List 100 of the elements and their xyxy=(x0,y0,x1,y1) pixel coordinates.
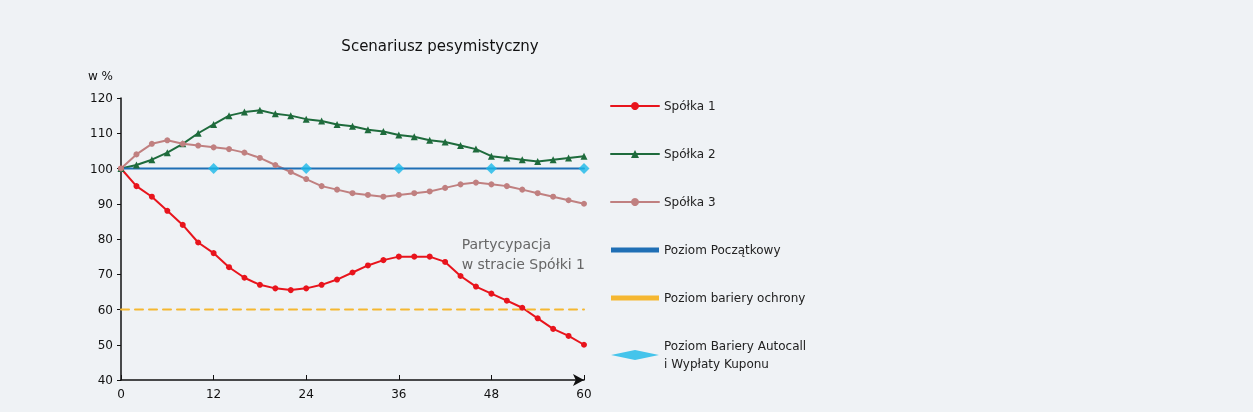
point xyxy=(287,287,294,294)
point xyxy=(457,142,465,150)
point xyxy=(472,283,479,290)
point xyxy=(485,163,497,174)
point xyxy=(395,131,403,139)
legend-label: Spółka 2 xyxy=(664,147,716,161)
point xyxy=(379,127,387,135)
y-tick-label: 40 xyxy=(97,373,113,387)
point xyxy=(488,181,495,188)
y-tick-label: 110 xyxy=(90,126,113,141)
point xyxy=(578,163,590,174)
x-tick-label: 0 xyxy=(117,387,125,401)
point xyxy=(256,281,263,288)
point xyxy=(550,193,557,200)
point xyxy=(240,108,248,116)
point xyxy=(487,152,495,160)
point xyxy=(210,144,217,151)
point xyxy=(395,253,402,260)
point xyxy=(148,156,156,164)
point xyxy=(318,281,325,288)
point xyxy=(195,142,202,149)
y-tick-label: 90 xyxy=(97,196,113,211)
point xyxy=(442,258,449,265)
x-tick-label: 24 xyxy=(298,387,314,401)
point xyxy=(225,112,233,120)
x-tick-label: 48 xyxy=(483,387,500,401)
point xyxy=(534,190,541,197)
point xyxy=(441,138,449,146)
point xyxy=(194,129,202,137)
point xyxy=(241,274,248,281)
point xyxy=(457,273,464,280)
point xyxy=(581,341,587,348)
point xyxy=(503,183,510,190)
point xyxy=(581,200,587,207)
point xyxy=(364,126,372,134)
point xyxy=(334,276,341,283)
legend-label: Poziom Bariery Autocall i Wypłaty Kuponu xyxy=(664,339,807,371)
point xyxy=(565,332,572,339)
point xyxy=(287,169,294,176)
point xyxy=(380,257,387,264)
point xyxy=(256,106,264,114)
point xyxy=(318,183,325,190)
point xyxy=(503,297,510,304)
y-axis-title: w % xyxy=(87,69,113,83)
point xyxy=(210,120,218,128)
point xyxy=(303,176,310,183)
legend-label: Poziom bariery ochrony xyxy=(664,291,806,305)
point xyxy=(210,250,217,257)
point xyxy=(411,190,418,197)
point xyxy=(226,146,233,153)
point xyxy=(148,140,155,147)
point xyxy=(534,157,542,165)
y-tick-label: 50 xyxy=(97,337,113,352)
point xyxy=(472,145,480,153)
point xyxy=(395,191,402,198)
point xyxy=(241,149,248,156)
point xyxy=(133,151,140,158)
point xyxy=(519,186,526,193)
point xyxy=(426,253,433,260)
point xyxy=(549,156,557,164)
y-tick-label: 70 xyxy=(97,267,113,282)
point xyxy=(303,285,310,292)
point xyxy=(349,269,356,276)
point xyxy=(364,191,371,198)
x-tick-label: 12 xyxy=(205,387,222,401)
point xyxy=(133,183,140,190)
y-tick-label: 100 xyxy=(90,161,113,176)
x-tick-label: 60 xyxy=(576,387,592,401)
y-tick-label: 80 xyxy=(97,232,113,246)
point xyxy=(565,197,572,204)
annotation: Partycypacja w stracie Spółki 1 xyxy=(461,236,585,272)
point xyxy=(534,315,541,322)
point xyxy=(550,325,557,332)
point xyxy=(334,186,341,193)
point xyxy=(472,179,479,186)
point xyxy=(442,184,449,191)
point xyxy=(380,193,387,200)
point xyxy=(164,207,171,214)
point xyxy=(411,253,418,260)
point xyxy=(333,120,341,128)
y-tick-label: 120 xyxy=(90,91,113,105)
point xyxy=(426,188,433,195)
legend-label: Spółka 1 xyxy=(664,99,716,113)
x-tick-label: 36 xyxy=(391,387,407,401)
chart-title: Scenariusz pesymistyczny xyxy=(341,36,539,55)
point xyxy=(148,193,155,200)
point xyxy=(256,154,263,161)
point xyxy=(272,161,279,168)
point xyxy=(364,262,371,269)
point xyxy=(195,239,202,246)
point xyxy=(580,152,588,160)
point xyxy=(208,163,220,174)
point xyxy=(519,304,526,311)
point xyxy=(349,122,356,130)
point xyxy=(272,285,279,292)
point xyxy=(302,115,310,123)
legend-label: Spółka 3 xyxy=(664,195,716,209)
point xyxy=(488,290,495,297)
legend-label: Poziom Początkowy xyxy=(664,243,781,257)
point xyxy=(300,163,312,174)
